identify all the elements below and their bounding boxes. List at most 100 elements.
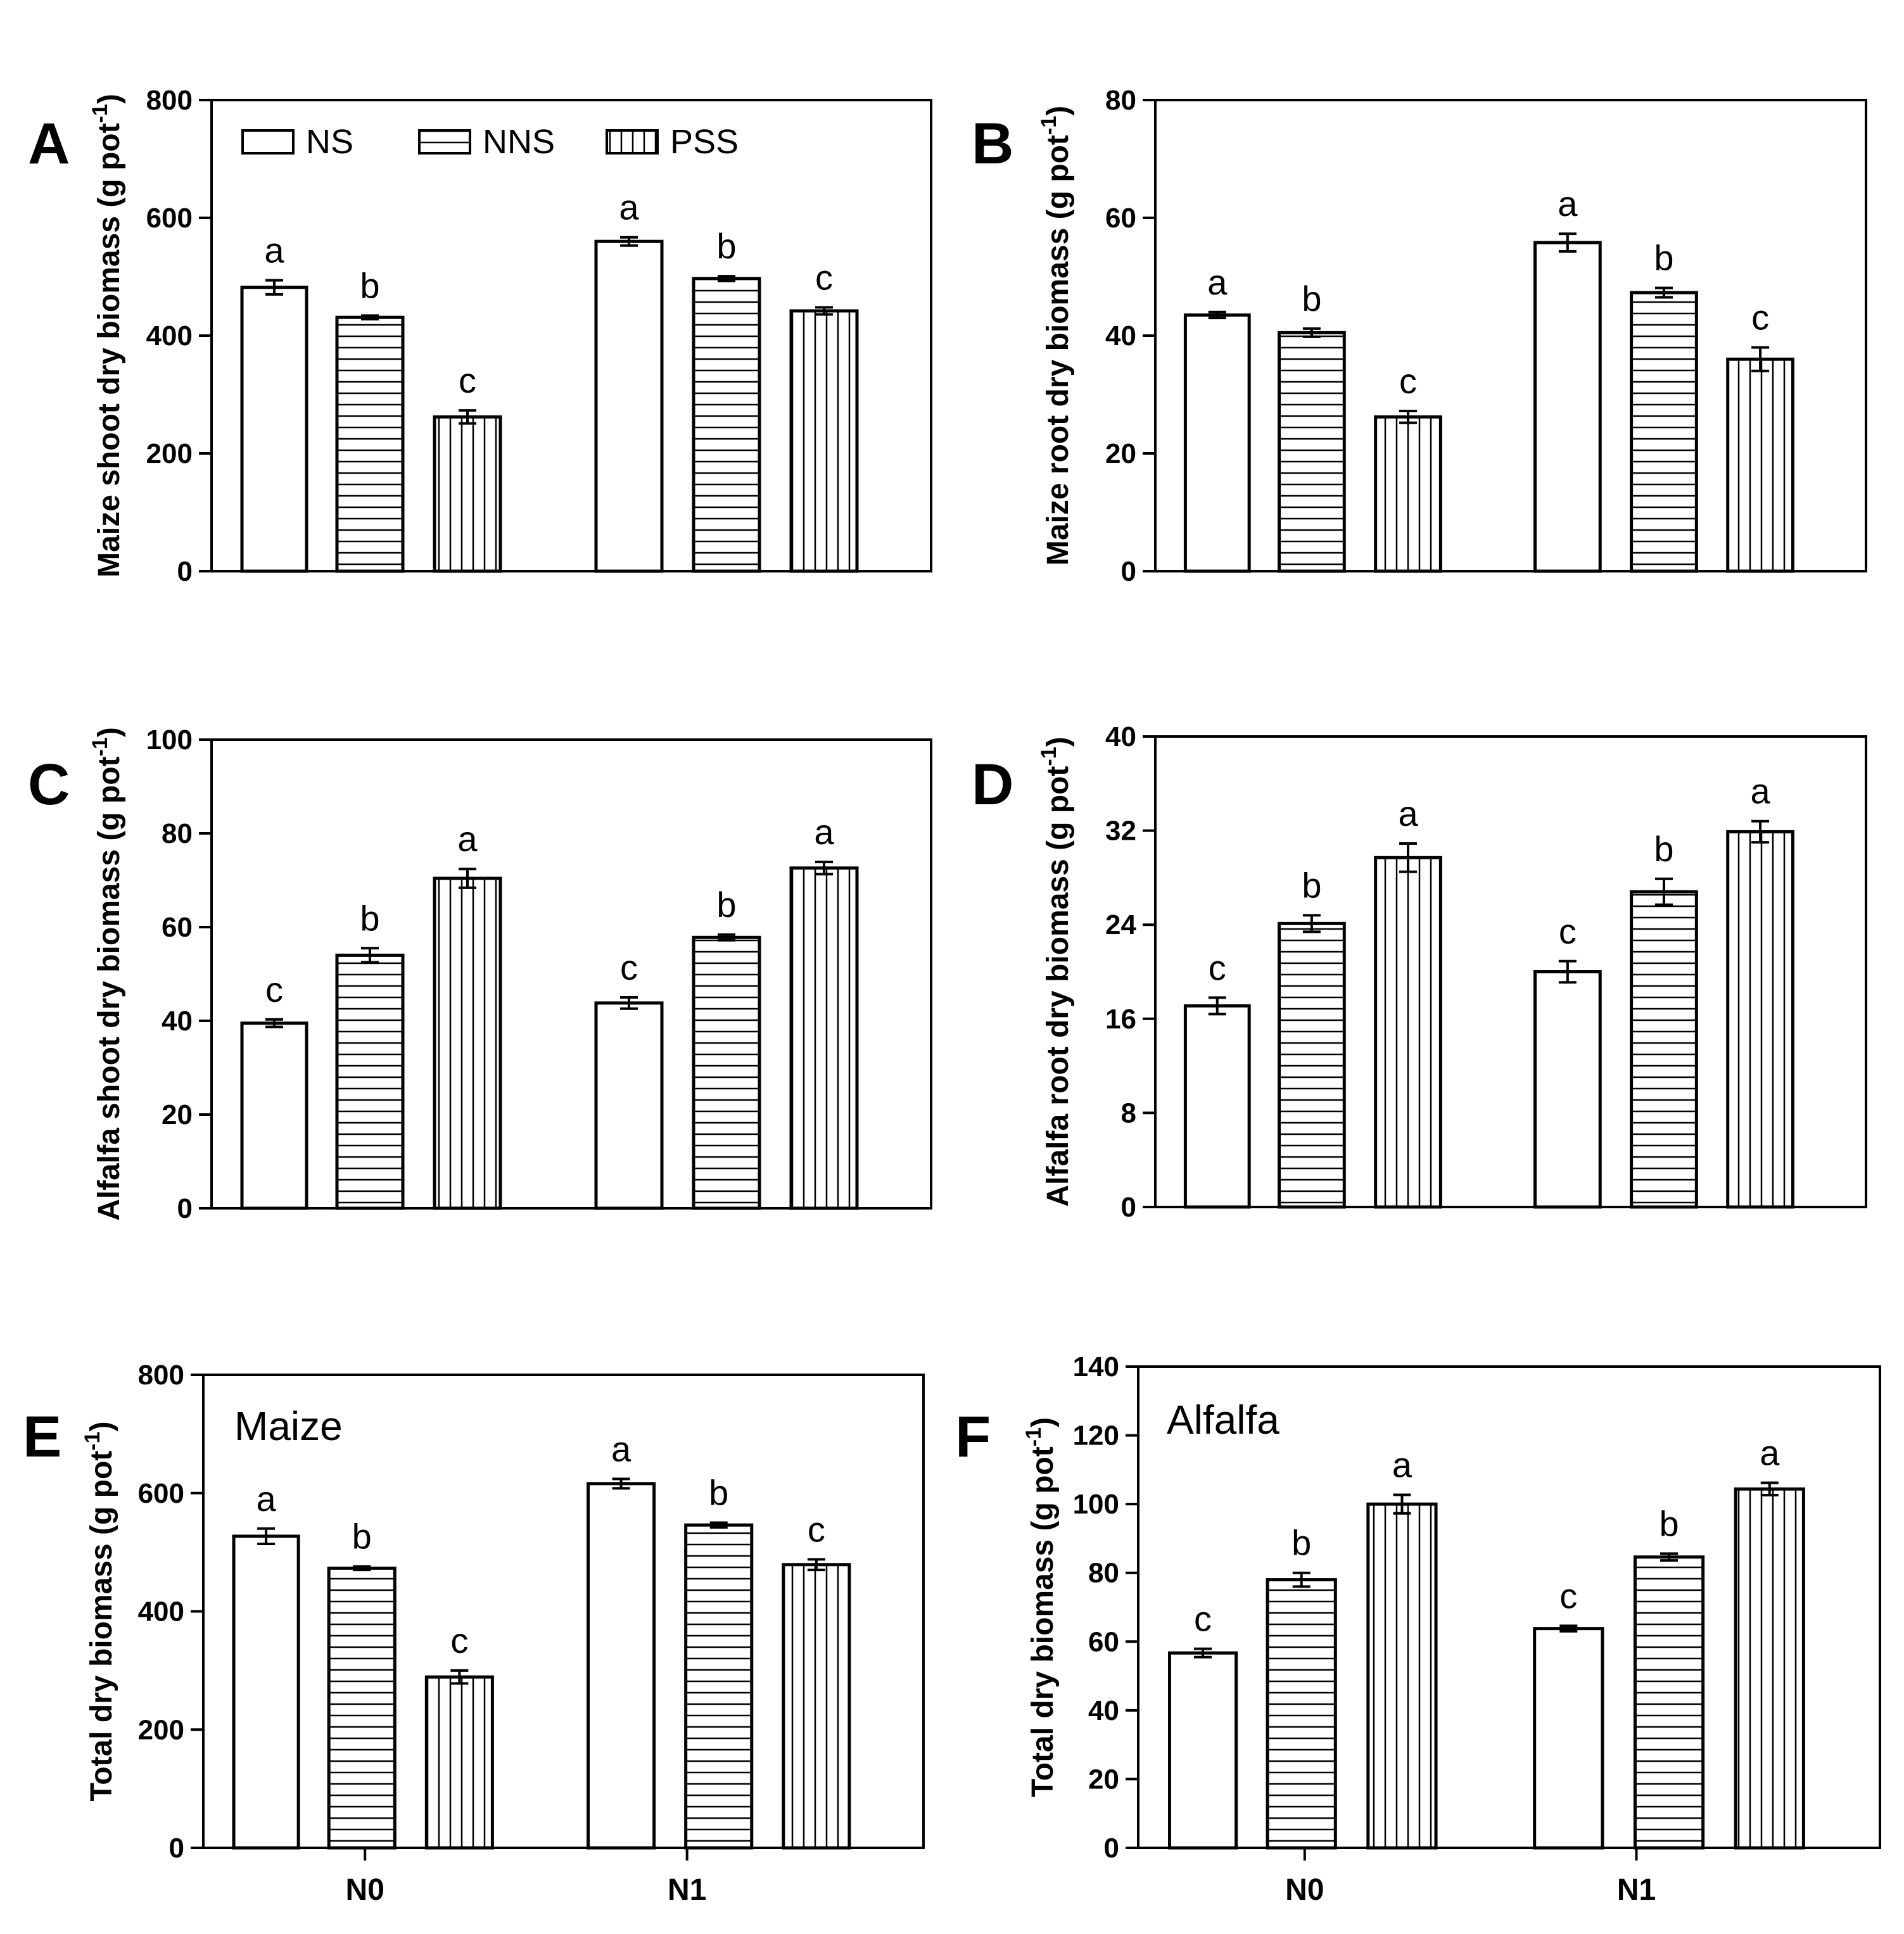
- significance-letter: a: [619, 187, 639, 227]
- y-tick-label: 8: [1121, 1097, 1136, 1128]
- significance-letter: b: [716, 885, 736, 925]
- x-tick-label: N1: [1617, 1873, 1656, 1907]
- y-tick-label: 400: [146, 320, 193, 351]
- y-tick-label: 40: [1105, 320, 1136, 351]
- y-tick-label: 100: [1073, 1489, 1119, 1520]
- significance-letter: a: [814, 812, 834, 852]
- y-tick-label: 100: [146, 724, 193, 755]
- panel-e: 0 200 400 600 800 Total dry biomass (g pot-1)…: [23, 1360, 925, 1907]
- y-tick-label: 80: [1105, 85, 1136, 116]
- significance-letter: a: [1558, 184, 1578, 224]
- bar-nns-n0: [1278, 331, 1346, 573]
- inset-title: Alfalfa: [1167, 1397, 1279, 1443]
- significance-letter: a: [1207, 262, 1228, 302]
- y-tick-label: 60: [162, 912, 193, 943]
- y-tick-label: 200: [138, 1714, 184, 1745]
- significance-letter: b: [1302, 865, 1321, 905]
- bar-nns-n1: [1630, 291, 1698, 573]
- significance-letter: c: [620, 947, 638, 987]
- significance-letter: c: [1559, 911, 1577, 951]
- significance-letter: c: [808, 1509, 825, 1549]
- legend-swatch-ns: [241, 129, 295, 155]
- bar-nns-n0: [335, 315, 405, 573]
- legend-label-pss: PSS: [670, 123, 739, 161]
- panel-a: 0 200 400 600 800 Maize shoot dry biomass (g …: [28, 85, 932, 587]
- significance-letter: c: [459, 360, 476, 400]
- significance-letter: b: [709, 1472, 728, 1512]
- bar-ns-n1: [594, 239, 664, 573]
- y-axis-title: Total dry biomass (g pot-1): [80, 1421, 118, 1801]
- significance-letter: a: [1760, 1432, 1780, 1472]
- y-tick-label: 600: [146, 203, 193, 234]
- significance-letter: a: [611, 1429, 631, 1469]
- legend-swatch-pss: [606, 129, 659, 155]
- y-tick-label: 20: [162, 1099, 193, 1130]
- significance-letter: c: [1194, 1599, 1212, 1639]
- bar-ns-n1: [587, 1482, 656, 1850]
- y-tick-label: 60: [1105, 203, 1136, 234]
- bar-nns-n1: [692, 277, 761, 573]
- y-tick-label: 0: [177, 556, 193, 587]
- inset-title: Maize: [234, 1403, 343, 1449]
- significance-letter: a: [1751, 771, 1771, 811]
- panel-c: 0 20 40 60 80 100 Alfalfa shoot dry biomass (g…: [28, 724, 932, 1224]
- bar-nns-n1: [684, 1523, 754, 1850]
- bar-pss-n0: [1366, 1502, 1438, 1850]
- y-axis-title: Total dry biomass (g pot-1): [1022, 1417, 1060, 1797]
- y-tick-label: 60: [1088, 1626, 1119, 1657]
- legend-label-nns: NNS: [483, 123, 555, 161]
- y-tick-label: 80: [1088, 1558, 1119, 1589]
- panel-f: 0 20 40 60 80 100 120 140 Total dry biomass (g p…: [955, 1351, 1881, 1907]
- significance-letter: b: [1659, 1503, 1679, 1543]
- significance-letter: c: [450, 1621, 468, 1660]
- bar-ns-n1: [594, 1001, 664, 1210]
- bar-ns-n1: [1533, 1627, 1604, 1850]
- panel-letter: F: [955, 1405, 991, 1469]
- significance-letter: b: [360, 265, 379, 305]
- bar-pss-n0: [1374, 415, 1442, 573]
- significance-letter: a: [1398, 793, 1418, 833]
- y-tick-label: 80: [162, 818, 193, 849]
- bar-nns-n0: [327, 1566, 397, 1850]
- panel-letter: C: [28, 752, 70, 817]
- bar-pss-n1: [789, 309, 859, 573]
- bar-nns-n1: [1630, 890, 1698, 1209]
- bar-ns-n1: [1533, 241, 1602, 573]
- bar-ns-n0: [240, 1021, 308, 1210]
- y-tick-label: 800: [138, 1360, 184, 1391]
- bar-pss-n1: [1726, 357, 1794, 573]
- significance-letter: b: [1292, 1523, 1311, 1563]
- y-tick-label: 600: [138, 1478, 184, 1509]
- x-tick-label: N1: [668, 1873, 706, 1907]
- bar-nns-n0: [1278, 921, 1346, 1209]
- significance-letter: a: [257, 1479, 277, 1519]
- y-tick-label: 400: [138, 1596, 184, 1627]
- bar-pss-n1: [1734, 1487, 1805, 1850]
- bar-ns-n0: [232, 1534, 300, 1850]
- significance-letter: b: [1654, 829, 1673, 869]
- significance-letter: c: [1751, 298, 1769, 338]
- significance-letter: b: [1302, 279, 1321, 319]
- bar-nns-n1: [692, 935, 761, 1210]
- y-tick-label: 40: [1105, 721, 1136, 752]
- legend: NS NNS PSS: [241, 123, 739, 161]
- y-axis-title: Maize shoot dry biomass (g pot-1): [88, 94, 126, 578]
- significance-letter: c: [1399, 361, 1417, 401]
- significance-letter: a: [457, 819, 478, 859]
- panel-letter: D: [972, 752, 1013, 817]
- bar-ns-n0: [1183, 313, 1251, 573]
- bar-nns-n0: [335, 953, 405, 1210]
- bar-ns-n0: [240, 286, 308, 573]
- y-tick-label: 0: [1104, 1833, 1119, 1864]
- significance-letter: c: [1559, 1576, 1577, 1615]
- plot-frame: [1154, 735, 1867, 1208]
- y-tick-label: 140: [1073, 1351, 1119, 1382]
- bar-pss-n0: [424, 1675, 494, 1850]
- bar-pss-n1: [1726, 830, 1794, 1209]
- panel-letter: A: [28, 111, 70, 176]
- legend-swatch-nns: [418, 129, 471, 155]
- bar-nns-n1: [1633, 1555, 1705, 1850]
- y-tick-label: 0: [1121, 556, 1136, 587]
- bar-ns-n0: [1183, 1004, 1251, 1209]
